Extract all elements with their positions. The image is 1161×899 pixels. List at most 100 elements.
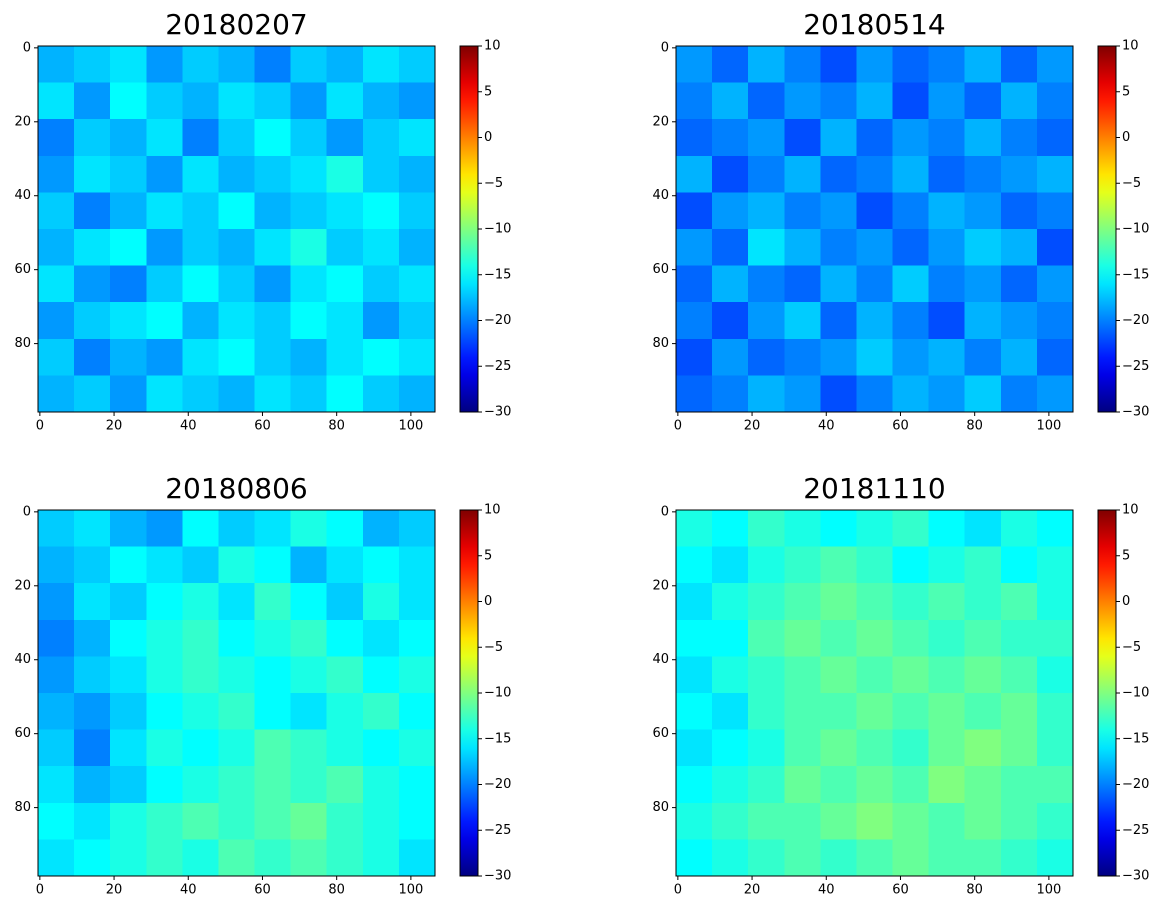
cell xyxy=(856,766,894,804)
cell xyxy=(964,546,1002,584)
x-tick-label: 100 xyxy=(1036,883,1061,898)
cell xyxy=(748,265,785,303)
colorbar-tick-label: −20 xyxy=(1122,777,1149,792)
colorbar-tick-label: −5 xyxy=(484,640,503,655)
axes-frame xyxy=(37,45,436,413)
x-tick-label: 100 xyxy=(398,883,423,898)
cell xyxy=(1000,839,1038,877)
colorbar-tick-label: −25 xyxy=(484,359,511,374)
cell xyxy=(146,338,183,376)
cell xyxy=(398,656,436,694)
cell xyxy=(362,619,400,657)
colorbar-tick-label: −20 xyxy=(484,313,511,328)
cell xyxy=(218,119,256,157)
cell xyxy=(74,693,111,731)
cell xyxy=(74,338,111,376)
cell xyxy=(290,802,328,840)
x-tick-label: 60 xyxy=(892,419,909,434)
cell xyxy=(290,265,328,303)
cell xyxy=(964,619,1002,657)
cell xyxy=(218,802,256,840)
x-tick-label: 0 xyxy=(674,883,682,898)
cell xyxy=(856,338,894,376)
cell xyxy=(928,192,966,230)
cell xyxy=(1036,766,1074,804)
colorbar-tick-label: −10 xyxy=(1122,686,1149,701)
cell xyxy=(110,265,147,303)
cell xyxy=(964,375,1002,413)
cell xyxy=(218,510,256,548)
colorbar-tick-label: −5 xyxy=(1122,640,1141,655)
cell xyxy=(784,192,821,230)
cell xyxy=(74,229,111,267)
cell xyxy=(676,82,713,120)
cell xyxy=(326,766,364,804)
cell xyxy=(110,155,147,193)
cell xyxy=(784,802,821,840)
cell xyxy=(398,766,436,804)
cell xyxy=(38,656,75,694)
cell xyxy=(110,839,147,877)
cell xyxy=(856,583,894,621)
cell xyxy=(254,766,292,804)
cell xyxy=(398,546,436,584)
cell xyxy=(362,338,400,376)
colorbar-tick-label: 5 xyxy=(1122,84,1130,99)
cell xyxy=(254,693,292,731)
cell xyxy=(74,82,111,120)
heatmap xyxy=(676,46,1074,413)
cell xyxy=(74,375,111,413)
cell xyxy=(892,839,930,877)
cell xyxy=(110,229,147,267)
cell xyxy=(110,766,147,804)
cell xyxy=(110,192,147,230)
cell xyxy=(964,265,1002,303)
colorbar xyxy=(1097,509,1117,877)
cell xyxy=(712,338,749,376)
cell xyxy=(856,119,894,157)
cell xyxy=(712,119,749,157)
cell xyxy=(784,510,821,548)
x-tick-label: 60 xyxy=(892,883,909,898)
cell xyxy=(254,46,292,84)
cell xyxy=(748,302,785,340)
heatmap xyxy=(38,510,436,877)
cell xyxy=(1036,46,1074,84)
cell xyxy=(712,839,749,877)
cell xyxy=(820,192,857,230)
cell xyxy=(892,302,930,340)
cell xyxy=(892,510,930,548)
y-tick-label: 60 xyxy=(14,262,31,277)
cell xyxy=(362,82,400,120)
cell xyxy=(892,766,930,804)
cell xyxy=(254,729,292,767)
cell xyxy=(146,510,183,548)
cell xyxy=(676,546,713,584)
cell xyxy=(748,155,785,193)
y-tick-label: 40 xyxy=(652,652,669,667)
cell xyxy=(74,155,111,193)
colorbar-tick-label: −10 xyxy=(1122,222,1149,237)
cell xyxy=(856,656,894,694)
cell xyxy=(74,802,111,840)
cell xyxy=(1000,265,1038,303)
colorbar-tick-label: 5 xyxy=(484,548,492,563)
colorbar-tick-label: −25 xyxy=(1122,359,1149,374)
cell xyxy=(748,839,785,877)
colorbar-tick-label: −15 xyxy=(1122,731,1149,746)
y-tick-label: 80 xyxy=(652,336,669,351)
cell xyxy=(712,766,749,804)
axes-frame xyxy=(675,509,1074,877)
cell xyxy=(182,82,219,120)
cell xyxy=(964,46,1002,84)
x-tick-label: 100 xyxy=(398,419,423,434)
cell xyxy=(398,46,436,84)
cell xyxy=(712,583,749,621)
cell xyxy=(182,839,219,877)
cell xyxy=(110,546,147,584)
cell xyxy=(1000,802,1038,840)
y-tick-label: 80 xyxy=(14,336,31,351)
cell xyxy=(38,265,75,303)
cell xyxy=(1036,839,1074,877)
cell xyxy=(218,155,256,193)
